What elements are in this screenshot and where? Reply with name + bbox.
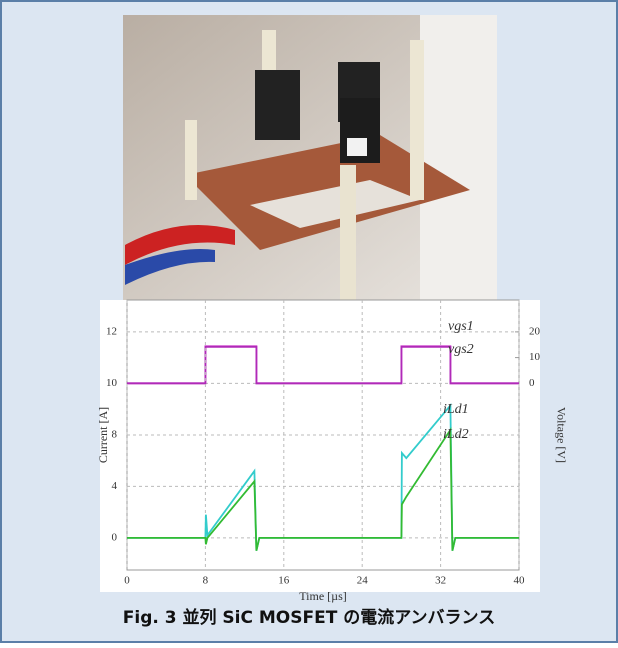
y-tick-label: 12 (106, 325, 117, 337)
plot-background (100, 300, 540, 592)
x-tick-label: 40 (514, 575, 526, 587)
y2-tick-label: 10 (529, 351, 541, 363)
series-label: vgs1 (448, 319, 474, 334)
trace (127, 426, 519, 551)
x-tick-label: 24 (357, 575, 369, 587)
x-tick-label: 0 (124, 575, 130, 587)
y2-tick-label: 0 (529, 377, 535, 389)
y2-tick-label: 20 (529, 325, 541, 337)
x-axis-title: Time [µs] (299, 589, 346, 603)
y-axis-title: Current [A] (96, 407, 110, 463)
trace (127, 345, 519, 385)
photo (123, 15, 497, 300)
series-label: iLd2 (443, 427, 469, 442)
series-label: iLd1 (443, 402, 469, 417)
x-tick-label: 16 (278, 575, 290, 587)
series-label: vgs2 (448, 342, 474, 357)
y-tick-label: 4 (112, 480, 118, 492)
x-tick-label: 8 (203, 575, 209, 587)
y-tick-label: 10 (106, 377, 118, 389)
y2-axis-title: Voltage [V] (554, 407, 568, 463)
caption: Fig. 3 並列 SiC MOSFET の電流アンバランス (123, 607, 495, 628)
x-tick-label: 32 (435, 575, 446, 587)
y-tick-label: 8 (112, 429, 118, 441)
y-tick-label: 0 (112, 531, 118, 543)
